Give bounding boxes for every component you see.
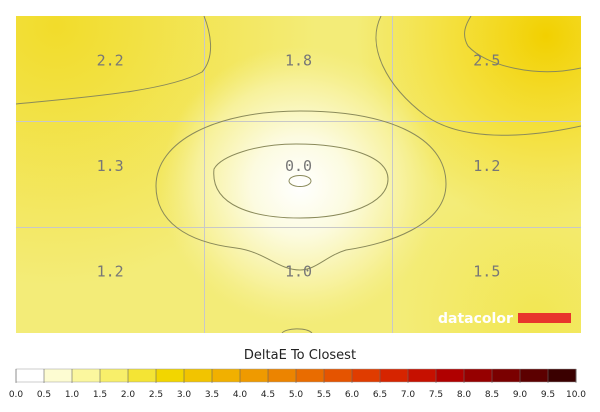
colorbar-tick-label: 4.5	[261, 390, 275, 400]
contour-top-right	[464, 15, 582, 73]
colorbar-segment	[324, 369, 353, 382]
colorbar-tick-label: 1.0	[65, 390, 80, 400]
cell-label: 1.5	[473, 263, 500, 281]
colorbar-tick-label: 2.0	[121, 390, 136, 400]
colorbar-segment	[16, 369, 45, 382]
colorbar-segment	[156, 369, 185, 382]
watermark-bar	[518, 313, 571, 323]
heatmap-center-glow	[16, 16, 581, 333]
colorbar-tick-label: 9.5	[541, 390, 555, 400]
cell-label: 1.8	[285, 51, 312, 69]
contour-right-wave	[375, 15, 582, 136]
colorbar-tick-label: 4.0	[233, 390, 248, 400]
contour-inner-ring	[213, 143, 389, 219]
colorbar-tick-label: 6.0	[345, 390, 360, 400]
colorbar-tick-label: 6.5	[373, 390, 387, 400]
colorbar-tick-label: 9.0	[513, 390, 528, 400]
colorbar-segment	[492, 369, 521, 382]
colorbar-tick-label: 3.5	[205, 390, 219, 400]
colorbar-tick-label: 2.5	[149, 390, 163, 400]
cell-label: 1.2	[473, 157, 500, 175]
contour-outer-ring	[155, 110, 447, 271]
colorbar-tick-label: 5.5	[317, 390, 331, 400]
contour-center	[288, 175, 312, 187]
cell-label: 0.0	[285, 157, 312, 175]
datacolor-watermark: datacolor	[438, 311, 571, 327]
colorbar-tick-label: 1.5	[93, 390, 107, 400]
cell-label: 2.2	[97, 51, 124, 69]
colorbar-tick-label: 7.0	[401, 390, 416, 400]
colorbar-legend: 0.0 0.5 1.0 1.5 2.0 2.5 3.0 3.5 4.0 4.5 5.0 5.5 6.0 6…	[0, 366, 600, 408]
colorbar-segment	[240, 369, 269, 382]
colorbar-segment	[72, 369, 101, 382]
heatmap-svg: 2.2 1.8 2.5 1.3 0.0 1.2 1.2 1.0 1.5 datacolor	[15, 15, 582, 334]
colorbar-tick-label: 0.0	[9, 390, 24, 400]
cell-label: 1.0	[285, 263, 312, 281]
colorbar-segment	[184, 369, 213, 382]
colorbar-svg: 0.0 0.5 1.0 1.5 2.0 2.5 3.0 3.5 4.0 4.5 5.0 5.5 6.0 6…	[9, 368, 586, 400]
colorbar-segment	[352, 369, 381, 382]
colorbar-segment	[408, 369, 437, 382]
colorbar-segment	[548, 369, 577, 382]
legend-title: DeltaE To Closest	[243, 348, 357, 363]
colorbar-tick-label: 3.0	[177, 390, 192, 400]
colorbar-tick-label: 5.0	[289, 390, 304, 400]
contour-top-left	[15, 15, 211, 105]
cell-labels: 2.2 1.8 2.5 1.3 0.0 1.2 1.2 1.0 1.5	[97, 51, 501, 280]
colorbar-tick-label: 8.0	[457, 390, 472, 400]
cell-label: 1.2	[97, 263, 124, 281]
colorbar-segment	[212, 369, 241, 382]
colorbar-segment	[100, 369, 129, 382]
cell-label: 2.5	[473, 51, 500, 69]
colorbar-tick-label: 8.5	[485, 390, 499, 400]
colorbar-segment	[380, 369, 409, 382]
colorbar-segment	[128, 369, 157, 382]
colorbar-segment	[464, 369, 493, 382]
grid-lines	[16, 16, 581, 333]
colorbar-segment	[436, 369, 465, 382]
colorbar-segment	[268, 369, 297, 382]
contour-bottom-center	[281, 328, 313, 334]
colorbar-tick-label: 7.5	[429, 390, 443, 400]
contour-lines	[15, 15, 582, 334]
colorbar-tick-label: 0.5	[37, 390, 51, 400]
watermark-text: datacolor	[438, 311, 513, 327]
heatmap-chart: 2.2 1.8 2.5 1.3 0.0 1.2 1.2 1.0 1.5 datacolor	[15, 15, 582, 334]
cell-label: 1.3	[97, 157, 124, 175]
colorbar-segment	[44, 369, 73, 382]
colorbar-segment	[520, 369, 549, 382]
colorbar-segment	[296, 369, 325, 382]
colorbar-tick-label: 10.0	[566, 390, 586, 400]
